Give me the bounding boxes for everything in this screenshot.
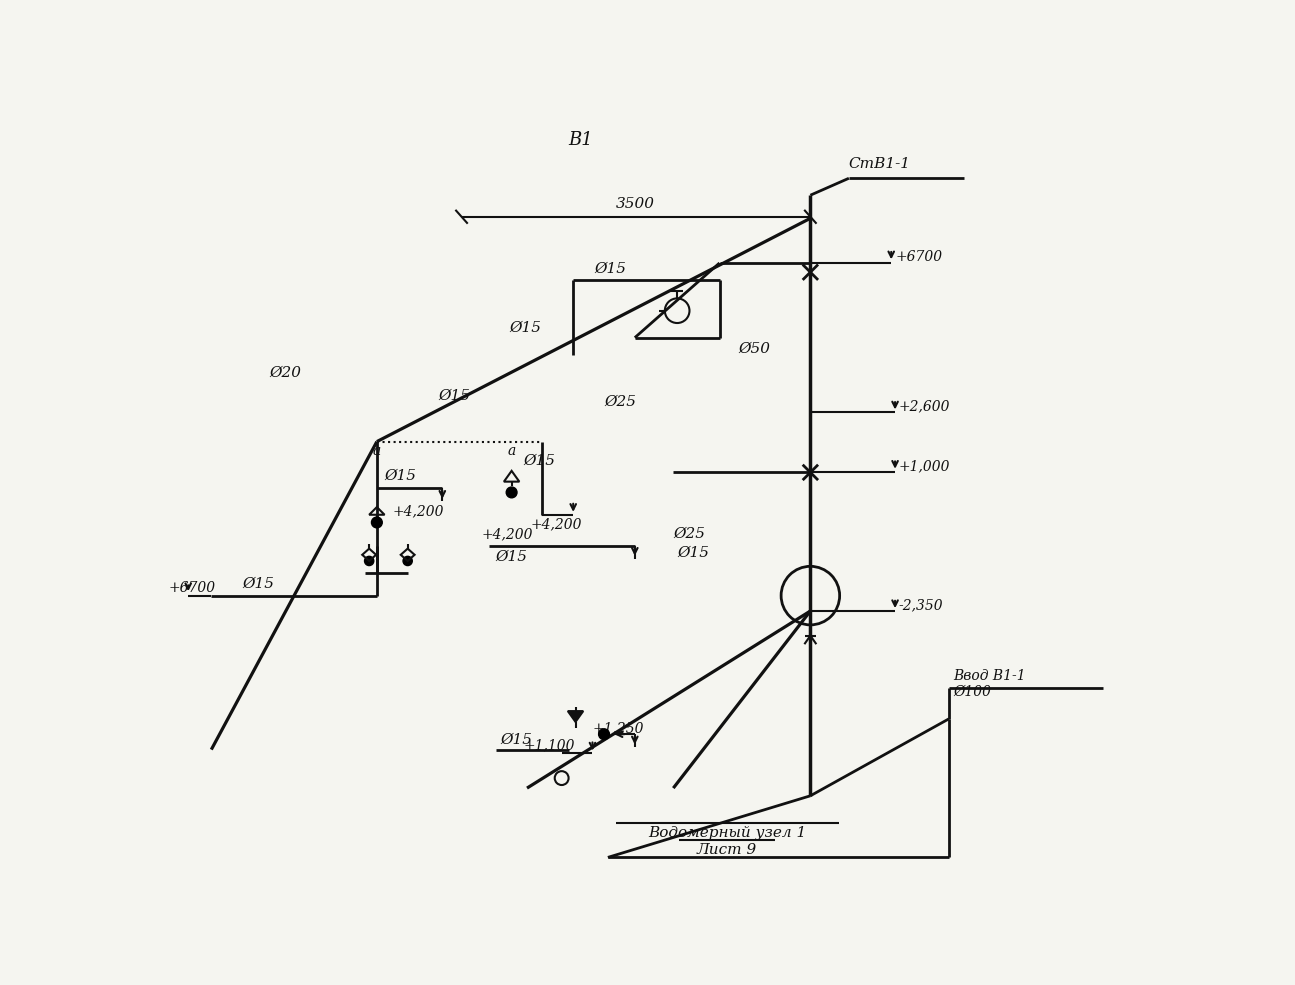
Text: Ø15: Ø15 <box>509 321 541 335</box>
Text: Ø15: Ø15 <box>496 550 527 564</box>
Text: В1: В1 <box>569 131 593 149</box>
Circle shape <box>506 487 517 497</box>
Text: +2,600: +2,600 <box>899 399 951 413</box>
Text: +4,200: +4,200 <box>482 527 534 541</box>
Text: Ø25: Ø25 <box>603 395 636 409</box>
Text: Ø20: Ø20 <box>269 365 300 379</box>
Text: a: a <box>373 444 381 458</box>
Text: +4,200: +4,200 <box>531 518 583 532</box>
Text: Водомерный узел 1: Водомерный узел 1 <box>648 825 807 840</box>
Text: 3500: 3500 <box>615 197 654 212</box>
Polygon shape <box>567 711 583 722</box>
Text: Ø15: Ø15 <box>439 388 470 403</box>
Text: Ø15: Ø15 <box>677 547 710 560</box>
Text: +4,200: +4,200 <box>392 504 444 518</box>
Text: +6700: +6700 <box>895 250 943 264</box>
Circle shape <box>372 517 382 528</box>
Text: Ø15: Ø15 <box>500 733 532 747</box>
Text: Ø15: Ø15 <box>523 454 556 468</box>
Text: +1,250: +1,250 <box>593 721 644 735</box>
Text: Ø25: Ø25 <box>673 527 706 541</box>
Text: a: a <box>508 444 515 458</box>
Text: Ø15: Ø15 <box>242 577 275 591</box>
Text: -2,350: -2,350 <box>899 598 944 612</box>
Text: Ø50: Ø50 <box>738 342 771 357</box>
Text: Ø15: Ø15 <box>385 469 417 484</box>
Text: Лист 9: Лист 9 <box>697 843 758 857</box>
Text: +1,100: +1,100 <box>523 739 575 753</box>
Circle shape <box>365 557 374 565</box>
Text: +1,000: +1,000 <box>899 459 951 473</box>
Circle shape <box>598 729 610 740</box>
Text: Ø15: Ø15 <box>594 261 627 276</box>
Text: Ввод В1-1: Ввод В1-1 <box>953 670 1026 684</box>
Text: +6700: +6700 <box>168 581 216 595</box>
Circle shape <box>403 557 412 565</box>
Text: Ø100: Ø100 <box>953 685 991 698</box>
Text: СтВ1-1: СтВ1-1 <box>850 158 910 171</box>
